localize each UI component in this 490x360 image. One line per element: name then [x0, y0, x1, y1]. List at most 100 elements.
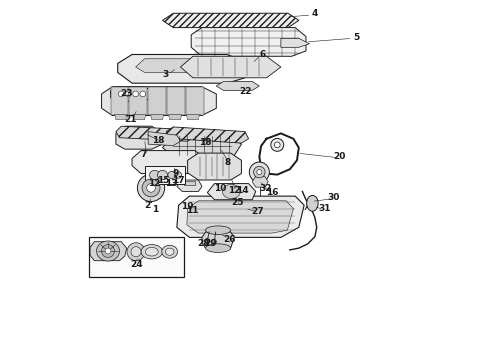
Ellipse shape: [125, 91, 131, 97]
Polygon shape: [187, 115, 199, 120]
Text: 25: 25: [231, 198, 244, 207]
Text: 4: 4: [312, 9, 318, 18]
Ellipse shape: [274, 142, 280, 148]
Polygon shape: [252, 176, 269, 187]
Ellipse shape: [222, 184, 240, 199]
Polygon shape: [188, 153, 242, 180]
Polygon shape: [133, 115, 146, 120]
Ellipse shape: [140, 91, 146, 97]
Text: 17: 17: [172, 176, 185, 185]
Ellipse shape: [142, 179, 160, 197]
Ellipse shape: [168, 171, 176, 179]
Polygon shape: [180, 56, 281, 78]
Ellipse shape: [166, 248, 174, 255]
Ellipse shape: [146, 247, 158, 256]
Polygon shape: [191, 28, 306, 56]
Ellipse shape: [97, 241, 120, 261]
Polygon shape: [207, 184, 256, 200]
Bar: [146, 166, 185, 184]
Bar: [89, 237, 184, 277]
Polygon shape: [187, 201, 294, 233]
Polygon shape: [116, 126, 195, 141]
Text: 30: 30: [328, 193, 340, 202]
Polygon shape: [163, 13, 299, 28]
Ellipse shape: [137, 174, 165, 202]
Ellipse shape: [127, 243, 145, 261]
Polygon shape: [186, 87, 204, 115]
Polygon shape: [177, 196, 304, 237]
Ellipse shape: [147, 184, 155, 192]
Ellipse shape: [211, 239, 216, 244]
Text: 13: 13: [165, 179, 178, 188]
Text: 5: 5: [353, 33, 359, 42]
Text: 15: 15: [157, 176, 170, 185]
Polygon shape: [231, 65, 256, 71]
Polygon shape: [129, 87, 147, 115]
Polygon shape: [111, 87, 128, 115]
Polygon shape: [167, 87, 185, 115]
Ellipse shape: [254, 166, 265, 178]
Text: 27: 27: [251, 207, 264, 216]
Polygon shape: [101, 87, 216, 116]
Text: 22: 22: [240, 86, 252, 95]
Text: 18: 18: [152, 136, 165, 145]
Polygon shape: [132, 150, 205, 174]
Ellipse shape: [205, 244, 231, 252]
Text: 32: 32: [260, 184, 272, 193]
Text: 31: 31: [318, 204, 331, 213]
Polygon shape: [148, 132, 180, 145]
Text: 23: 23: [121, 89, 133, 98]
Polygon shape: [151, 115, 164, 120]
Text: 19: 19: [181, 202, 193, 211]
Polygon shape: [169, 115, 181, 120]
Ellipse shape: [157, 170, 168, 180]
Polygon shape: [166, 127, 248, 143]
Ellipse shape: [205, 226, 231, 234]
Polygon shape: [90, 242, 126, 261]
Text: 12: 12: [148, 179, 161, 188]
Text: 2: 2: [145, 201, 150, 210]
Ellipse shape: [257, 170, 262, 175]
Text: 24: 24: [130, 260, 143, 269]
Text: 16: 16: [267, 188, 279, 197]
Text: 3: 3: [162, 70, 169, 79]
Ellipse shape: [271, 138, 284, 151]
Polygon shape: [281, 39, 310, 47]
Ellipse shape: [249, 162, 270, 182]
Ellipse shape: [119, 91, 124, 97]
Text: 1: 1: [152, 205, 158, 214]
Text: 29: 29: [204, 239, 217, 248]
Text: 26: 26: [223, 235, 236, 244]
Ellipse shape: [105, 248, 111, 254]
Ellipse shape: [101, 244, 115, 257]
Polygon shape: [202, 232, 234, 248]
Ellipse shape: [175, 172, 181, 178]
Polygon shape: [136, 59, 234, 72]
Polygon shape: [111, 87, 152, 101]
Text: 18: 18: [199, 138, 212, 147]
Polygon shape: [163, 135, 242, 156]
Text: 10: 10: [215, 184, 227, 193]
Polygon shape: [118, 54, 245, 83]
Text: 7: 7: [141, 150, 147, 159]
Ellipse shape: [307, 195, 318, 211]
Polygon shape: [177, 180, 202, 192]
Ellipse shape: [162, 245, 177, 258]
Bar: [184, 181, 195, 185]
Text: 9: 9: [173, 169, 179, 178]
Text: 14: 14: [236, 186, 249, 195]
Ellipse shape: [141, 244, 163, 259]
Text: 6: 6: [260, 50, 266, 59]
Polygon shape: [115, 115, 128, 120]
Text: 20: 20: [333, 152, 345, 161]
Ellipse shape: [131, 247, 141, 257]
Ellipse shape: [205, 238, 210, 243]
Text: 12: 12: [228, 186, 241, 195]
Polygon shape: [216, 81, 259, 90]
Text: 21: 21: [125, 115, 137, 124]
Ellipse shape: [133, 91, 139, 97]
Ellipse shape: [149, 170, 160, 180]
Polygon shape: [148, 87, 166, 115]
Text: 11: 11: [186, 206, 198, 215]
Text: 28: 28: [197, 239, 209, 248]
